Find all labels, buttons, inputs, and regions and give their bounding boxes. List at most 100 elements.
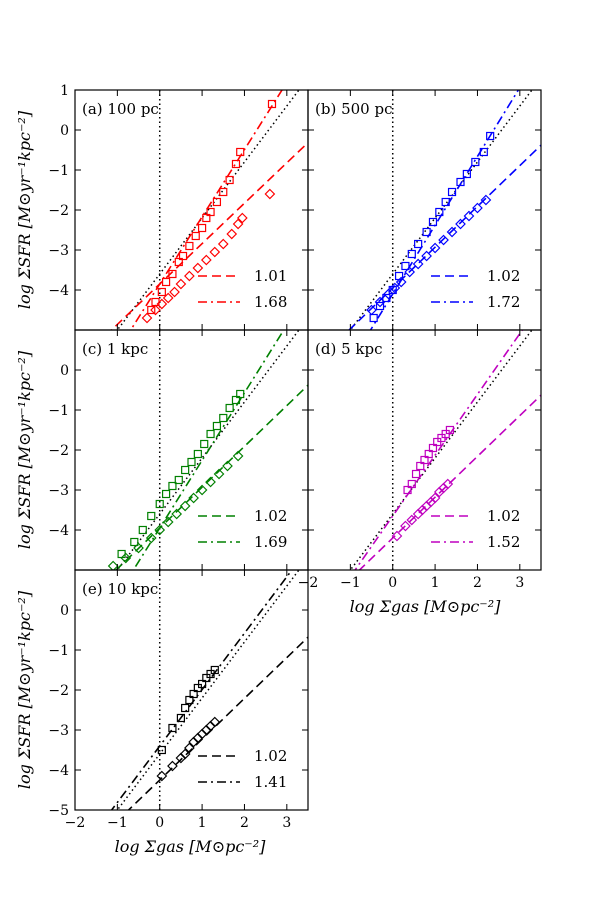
x-tick-label: 2: [240, 815, 249, 831]
square-point: [212, 197, 222, 207]
plot-area: [110, 570, 308, 810]
square-point: [407, 249, 416, 259]
square-point: [401, 261, 410, 271]
diamond-point: [188, 492, 199, 504]
diamond-point: [217, 238, 229, 250]
diamond-point: [107, 560, 119, 570]
fit-line-dashed: [127, 636, 308, 810]
square-point: [267, 99, 277, 109]
diamond-point: [395, 276, 407, 288]
diamond-point: [236, 212, 248, 224]
diamond-point: [438, 234, 449, 246]
y-axis-label-panel-c: log ΣSFR [M⊙yr⁻¹kpc⁻²]: [15, 350, 34, 549]
diamond-point: [421, 250, 432, 262]
square-point: [219, 187, 228, 197]
y-axis-label-panel-e: log ΣSFR [M⊙yr⁻¹kpc⁻²]: [15, 590, 34, 789]
square-point: [428, 443, 438, 453]
square-point: [479, 147, 488, 157]
diamond-point: [442, 478, 454, 490]
square-point: [236, 147, 245, 157]
y-tick-label: 0: [60, 123, 69, 139]
square-point: [197, 223, 207, 233]
square-point: [157, 745, 166, 755]
panel-0: −4 −3 −2 −1 0 1 (a) 100 pc 1.01 1.68: [48, 83, 309, 331]
y-tick-label: −3: [48, 483, 69, 499]
square-point: [138, 525, 147, 535]
square-point: [191, 231, 200, 241]
square-point: [117, 549, 126, 559]
square-point: [181, 703, 190, 713]
diamond-point: [209, 716, 221, 728]
y-tick-label: −3: [48, 243, 69, 259]
legend-label: 1.02: [487, 507, 520, 525]
diamond-point: [383, 288, 394, 300]
diamond-point: [162, 516, 174, 528]
diamond-point: [175, 278, 187, 290]
diamond-point: [192, 262, 204, 274]
legend-label: 1.41: [254, 773, 287, 791]
square-point: [174, 257, 183, 267]
square-point: [388, 285, 397, 295]
fit-line-dashdot: [354, 330, 524, 570]
panel-title: (e) 10 kpc: [82, 580, 158, 598]
square-point: [151, 297, 160, 307]
square-point: [403, 485, 412, 495]
fit-line-dashed: [114, 384, 308, 570]
diamond-point: [156, 770, 168, 782]
legend-label: 1.02: [487, 267, 520, 285]
y-tick-label: −1: [48, 403, 69, 419]
square-point: [231, 395, 241, 405]
panel-title: (d) 5 kpc: [315, 340, 382, 358]
square-point: [447, 187, 457, 197]
square-point: [197, 679, 207, 689]
square-point: [161, 277, 171, 287]
diamond-point: [162, 292, 174, 304]
x-tick-label: 3: [282, 815, 291, 831]
diamond-point: [232, 218, 244, 230]
diamond-point: [463, 210, 475, 222]
y-tick-label: −5: [48, 803, 69, 819]
y-tick-label: −4: [48, 763, 69, 779]
fit-line-dashdot: [369, 90, 520, 330]
square-point: [407, 479, 416, 489]
square-point: [445, 425, 455, 435]
panel-1: (b) 500 pc 1.02 1.72: [307, 89, 542, 331]
y-tick-label: −4: [48, 283, 69, 299]
panel-title: (a) 100 pc: [82, 100, 159, 118]
diamond-point: [169, 286, 180, 298]
y-tick-label: −2: [48, 203, 69, 219]
diamond-point: [167, 760, 178, 772]
diamond-point: [391, 530, 403, 542]
square-point: [456, 177, 465, 187]
square-point: [168, 481, 177, 491]
diamond-point: [205, 476, 216, 488]
diamond-point: [196, 484, 208, 496]
square-point: [486, 131, 495, 141]
x-tick-label: 0: [155, 815, 164, 831]
square-point: [202, 213, 211, 223]
square-point: [157, 287, 166, 297]
diamond-point: [472, 202, 483, 214]
fit-line-dashdot: [129, 90, 283, 330]
square-point: [155, 499, 164, 509]
diamond-point: [232, 450, 244, 462]
y-axis-label-panel-a: log ΣSFR [M⊙yr⁻¹kpc⁻²]: [15, 110, 34, 309]
square-point: [147, 511, 156, 521]
x-tick-label: −1: [340, 575, 361, 591]
legend-label: 1.52: [487, 533, 520, 551]
y-tick-label: −2: [48, 443, 69, 459]
y-tick-label: −3: [48, 723, 69, 739]
diamond-point: [154, 524, 166, 536]
diamond-point: [404, 266, 416, 278]
y-tick-label: −1: [48, 643, 69, 659]
y-tick-label: −1: [48, 163, 69, 179]
square-point: [174, 475, 183, 485]
square-point: [422, 227, 431, 237]
diamond-point: [200, 254, 212, 266]
fit-line-dashed: [347, 144, 541, 330]
square-point: [424, 449, 433, 459]
plot-area: [347, 90, 541, 330]
panel-title: (c) 1 kpc: [82, 340, 148, 358]
square-point: [471, 157, 480, 167]
square-point: [181, 465, 190, 475]
